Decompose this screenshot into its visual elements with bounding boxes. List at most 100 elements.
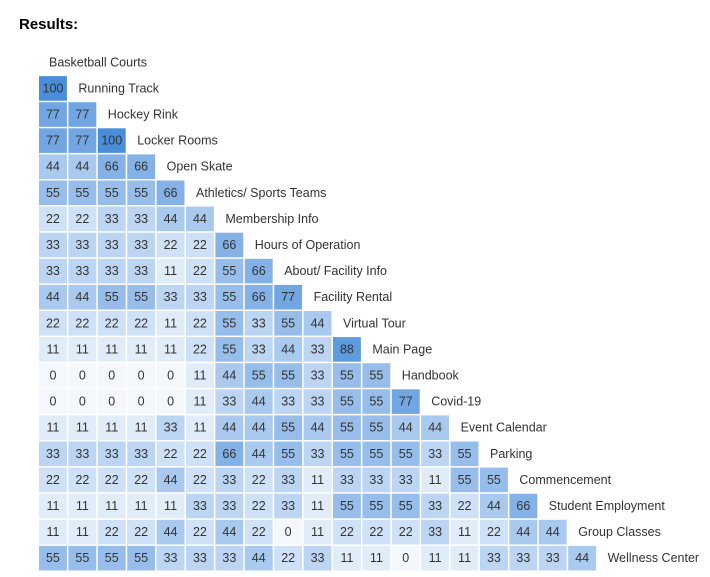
heat-cell	[303, 493, 332, 519]
cell-label: 0	[138, 369, 145, 383]
cell-label: 44	[164, 212, 178, 226]
cell-label: 22	[75, 316, 89, 330]
heat-cell	[186, 493, 214, 519]
cell-label: 33	[164, 290, 178, 304]
row-label: Membership Info	[225, 212, 318, 226]
heat-cell	[97, 180, 126, 206]
cell-label: 55	[340, 447, 354, 461]
cell-label: 22	[193, 525, 207, 539]
cell-label: 33	[311, 395, 325, 409]
cell-label: 33	[134, 264, 148, 278]
cell-label: 33	[311, 342, 325, 356]
cell-label: 22	[134, 525, 148, 539]
cell-label: 0	[402, 551, 409, 565]
heat-cell	[39, 284, 67, 310]
cell-label: 33	[46, 447, 60, 461]
heat-cell	[68, 545, 97, 571]
heat-cell	[127, 363, 156, 388]
cell-label: 0	[79, 395, 86, 409]
heat-cell	[39, 206, 67, 232]
cell-label: 22	[252, 525, 266, 539]
row-label: Basketball Courts	[49, 55, 147, 69]
cell-label: 77	[281, 290, 295, 304]
heat-cell	[538, 545, 567, 571]
heat-cell	[97, 154, 126, 179]
heat-cell	[39, 337, 67, 362]
cell-label: 44	[193, 212, 207, 226]
heat-cell	[156, 545, 185, 571]
heat-cell	[156, 311, 185, 336]
row-label: Main Page	[372, 342, 432, 356]
cell-label: 44	[252, 421, 266, 435]
heat-cell	[274, 389, 303, 414]
heat-cell	[97, 467, 126, 493]
cell-label: 33	[340, 473, 354, 487]
cell-label: 33	[75, 238, 89, 252]
heat-cell	[127, 206, 156, 232]
cell-label: 33	[164, 551, 178, 565]
row-label: Group Classes	[578, 525, 661, 539]
heat-cell	[68, 363, 97, 388]
cell-label: 100	[43, 81, 64, 95]
cell-label: 55	[281, 421, 295, 435]
heat-cell	[156, 284, 185, 310]
cell-label: 33	[193, 499, 207, 513]
heat-cell	[127, 467, 156, 493]
cell-label: 33	[222, 395, 236, 409]
heat-cell	[39, 467, 67, 493]
heat-cell	[215, 467, 244, 493]
heat-cell	[303, 363, 332, 388]
cell-label: 33	[222, 473, 236, 487]
cell-label: 33	[311, 447, 325, 461]
heat-cell	[391, 441, 420, 467]
heat-cell	[215, 258, 244, 284]
heat-cell	[156, 519, 185, 545]
cell-label: 22	[340, 525, 354, 539]
cell-label: 44	[222, 421, 236, 435]
cell-label: 55	[369, 369, 383, 383]
cell-label: 33	[311, 551, 325, 565]
cell-label: 0	[138, 395, 145, 409]
cell-label: 33	[164, 421, 178, 435]
heat-cell	[127, 415, 156, 440]
cell-label: 11	[46, 499, 59, 513]
cell-label: 0	[49, 395, 56, 409]
heat-cell	[450, 493, 479, 519]
heat-cell	[303, 519, 332, 545]
cell-label: 55	[369, 499, 383, 513]
cell-label: 33	[105, 212, 119, 226]
heat-cell	[303, 467, 332, 493]
heat-cell	[391, 493, 420, 519]
heat-cell	[274, 493, 303, 519]
heat-cell	[97, 415, 126, 440]
cell-label: 100	[101, 134, 122, 148]
cell-label: 66	[222, 238, 236, 252]
cell-label: 22	[75, 212, 89, 226]
heat-cell	[39, 76, 67, 101]
cell-label: 44	[46, 290, 60, 304]
heat-cell	[303, 389, 332, 414]
heat-cell	[303, 545, 332, 571]
cell-label: 22	[193, 447, 207, 461]
cell-label: 44	[281, 342, 295, 356]
cell-label: 11	[46, 421, 59, 435]
heat-cell	[156, 180, 185, 206]
cell-label: 33	[311, 369, 325, 383]
heat-cell	[421, 415, 450, 440]
heat-cell	[127, 284, 156, 310]
heat-cell	[186, 545, 214, 571]
heat-cell	[39, 102, 67, 127]
cell-label: 55	[458, 447, 472, 461]
cell-label: 22	[458, 499, 472, 513]
heat-cell	[391, 389, 420, 414]
heat-cell	[97, 258, 126, 284]
heat-cell	[68, 493, 97, 519]
heat-cell	[274, 519, 303, 545]
heat-cell	[362, 467, 391, 493]
heat-cell	[156, 441, 185, 467]
heat-cell	[244, 415, 273, 440]
cell-label: 0	[79, 369, 86, 383]
cell-label: 66	[222, 447, 236, 461]
cell-label: 44	[546, 525, 560, 539]
heat-cell	[244, 258, 273, 284]
